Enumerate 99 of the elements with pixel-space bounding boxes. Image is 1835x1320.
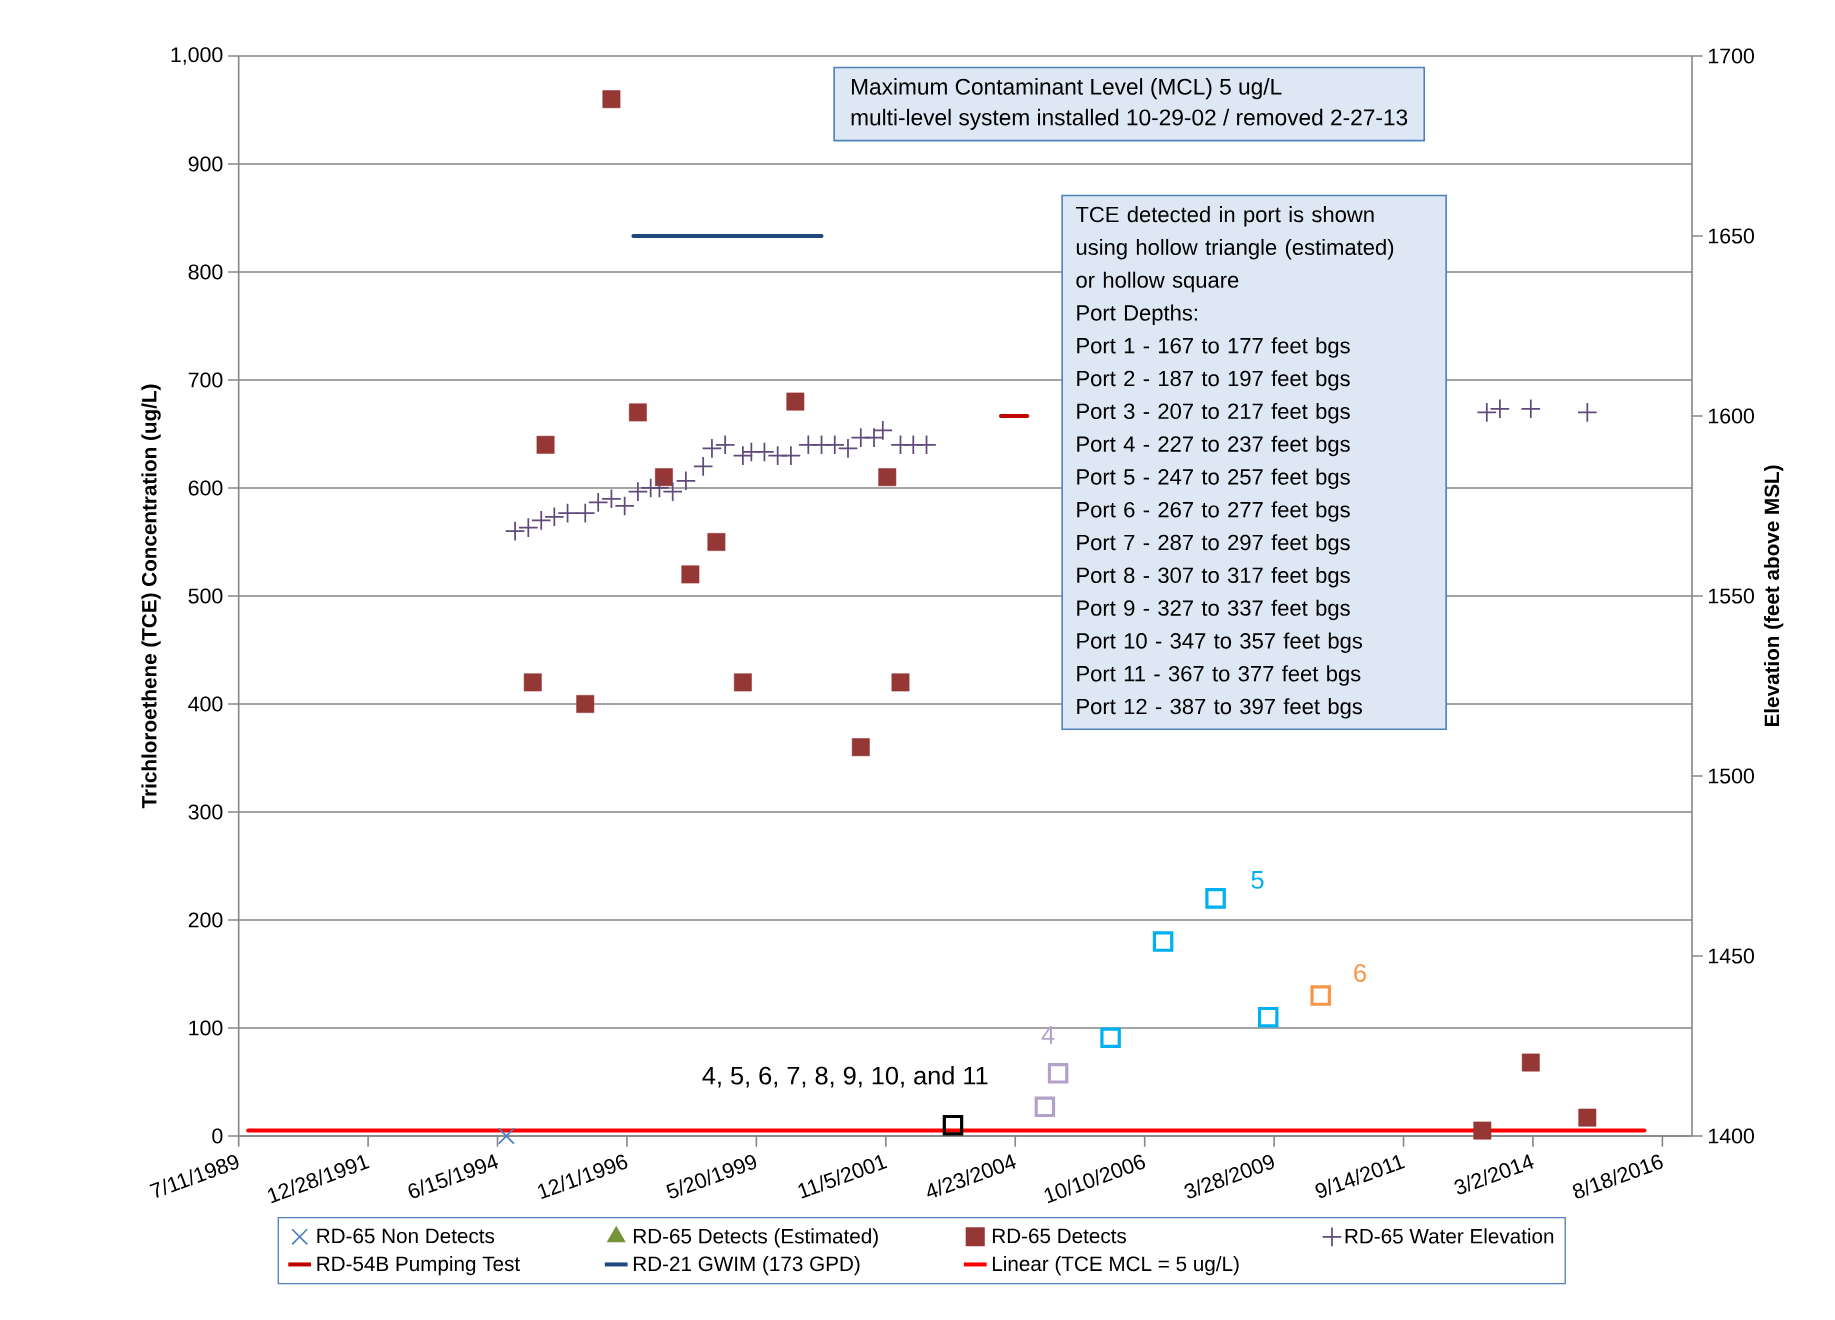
- y-tick-label: 600: [188, 480, 223, 496]
- y-tick-label: 800: [188, 264, 223, 280]
- point: [523, 673, 542, 692]
- y-axis-title: Trichloroethene (TCE) Concentration (ug/L): [141, 384, 161, 809]
- point: [587, 492, 609, 513]
- legend-label: RD-65 Water Elevation: [1345, 1228, 1554, 1244]
- point: [1520, 398, 1542, 419]
- point: [863, 427, 885, 448]
- y2-tick-label: 1700: [1709, 48, 1754, 64]
- annotation: Port 3 - 207 to 217 feet bgs: [1077, 402, 1350, 424]
- point: [786, 392, 805, 411]
- y2-tick-label: 1600: [1709, 408, 1754, 424]
- point: [1152, 931, 1174, 952]
- point: [891, 673, 910, 692]
- y-tick-label: 200: [188, 912, 223, 928]
- y2-axis-title: Elevation (feet above MSL): [1764, 465, 1784, 727]
- annotation: Port 8 - 307 to 317 feet bgs: [1077, 566, 1350, 588]
- y2-tick-label: 1650: [1709, 228, 1754, 244]
- point: [681, 565, 700, 584]
- annotation: Maximum Contaminant Level (MCL) 5 ug/L: [852, 78, 1282, 100]
- point: [504, 520, 526, 542]
- point: [754, 441, 775, 463]
- point: [531, 510, 552, 531]
- legend-label: RD-65 Detects: [992, 1228, 1127, 1244]
- point: [707, 533, 726, 551]
- series-label: 4, 5, 6, 7, 8, 9, 10, and 11: [702, 1065, 988, 1088]
- point: [649, 477, 670, 499]
- point: [733, 673, 752, 692]
- point: [675, 470, 697, 491]
- point: [1205, 888, 1226, 909]
- point: [1047, 1063, 1069, 1084]
- annotation: Port 12 - 387 to 397 feet bgs: [1077, 698, 1363, 719]
- y-tick-label: 900: [188, 156, 223, 172]
- annotation: Port 5 - 247 to 257 feet bgs: [1077, 468, 1350, 490]
- point: [1473, 1121, 1492, 1140]
- point: [576, 695, 595, 713]
- point: [544, 506, 565, 527]
- point: [662, 481, 683, 502]
- series-label: 4: [1041, 1026, 1055, 1044]
- point: [627, 481, 649, 502]
- point: [602, 90, 621, 109]
- y-tick-label: 100: [189, 1020, 223, 1036]
- point: [575, 502, 596, 524]
- y-tick-label: 1,000: [171, 47, 223, 65]
- annotation: Port 9 - 327 to 337 feet bgs: [1077, 599, 1350, 621]
- legend-label: RD-54B Pumping Test: [317, 1255, 520, 1276]
- legend-label: RD-65 Detects (Estimated): [633, 1228, 878, 1248]
- annotation: Port 2 - 187 to 197 feet bgs: [1077, 370, 1350, 391]
- point: [497, 1127, 515, 1145]
- point: [628, 403, 647, 422]
- point: [557, 502, 578, 524]
- y-tick-label: 0: [212, 1128, 223, 1144]
- point: [942, 1114, 964, 1136]
- y-tick-label: 400: [188, 696, 223, 712]
- point: [1489, 398, 1511, 419]
- point: [1578, 1108, 1597, 1127]
- legend-label: Linear (TCE MCL = 5 ug/L): [992, 1255, 1239, 1276]
- point: [851, 738, 870, 757]
- point: [837, 438, 859, 459]
- point: [601, 488, 622, 509]
- y2-tick-label: 1500: [1709, 768, 1754, 784]
- point: [872, 420, 893, 441]
- annotation: multi-level system installed 10-29-02 / removed 2-27-13: [851, 108, 1408, 130]
- point: [1521, 1053, 1540, 1072]
- annotation: Port 11 - 367 to 377 feet bgs: [1077, 665, 1361, 686]
- y2-tick-label: 1550: [1709, 588, 1754, 604]
- point: [701, 438, 723, 459]
- annotation: Port 4 - 227 to 237 feet bgs: [1077, 435, 1350, 457]
- point: [1100, 1027, 1121, 1048]
- y2-tick-label: 1450: [1709, 948, 1754, 964]
- legend-label: RD-65 Non Detects: [317, 1228, 495, 1244]
- point: [1476, 402, 1497, 423]
- annotation: Port 1 - 167 to 177 feet bgs: [1077, 337, 1350, 358]
- legend-label: RD-21 GWIM (173 GPD): [633, 1255, 860, 1276]
- annotation: Port 7 - 287 to 297 feet bgs: [1077, 534, 1350, 555]
- point: [1257, 1006, 1279, 1028]
- point: [916, 434, 937, 455]
- series-label: 5: [1251, 871, 1264, 889]
- annotation: Port 6 - 267 to 277 feet bgs: [1077, 501, 1350, 522]
- point: [1310, 985, 1331, 1006]
- point: [692, 456, 714, 477]
- annotation: Port Depths:: [1077, 304, 1197, 326]
- series-label: 6: [1354, 964, 1366, 982]
- y2-tick-label: 1400: [1709, 1128, 1754, 1144]
- point: [654, 468, 673, 487]
- point: [614, 495, 635, 517]
- point: [536, 435, 555, 454]
- point: [1577, 402, 1598, 423]
- point: [1034, 1096, 1056, 1118]
- point: [878, 468, 897, 487]
- y-tick-label: 300: [188, 804, 223, 820]
- point: [824, 434, 845, 455]
- annotation: Port 10 - 347 to 357 feet bgs: [1077, 632, 1363, 654]
- y-tick-label: 500: [188, 588, 223, 604]
- y-tick-label: 700: [188, 372, 223, 388]
- point: [714, 434, 736, 455]
- annotation: TCE detected in port is shown using hollow triangle (estimated) or hollow square: [1075, 206, 1394, 293]
- point: [780, 445, 802, 466]
- point: [518, 517, 539, 538]
